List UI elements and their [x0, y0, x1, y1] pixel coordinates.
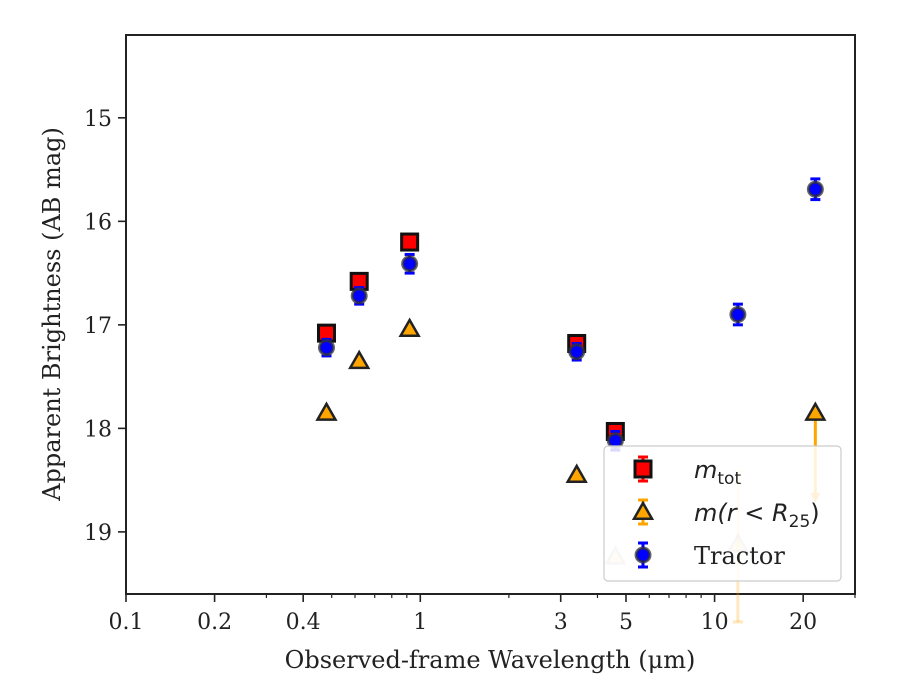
legend-marker: [631, 500, 655, 520]
series-2: [317, 177, 824, 452]
circle-marker: [350, 287, 368, 305]
legend: mtot m(r < R25) Tractor: [603, 445, 842, 582]
legend-frame: [603, 445, 842, 582]
legend-label: m(r < R25): [694, 499, 820, 532]
y-tick-label: 19: [84, 521, 112, 546]
legend-label: Tractor: [694, 542, 785, 570]
x-tick-label: 5: [619, 610, 633, 635]
circle-marker: [401, 255, 419, 273]
x-tick-label: 1: [413, 610, 427, 635]
triangle-marker: [348, 349, 371, 370]
square-marker: [400, 232, 420, 252]
x-tick-label: 10: [701, 610, 729, 635]
x-tick-label: 0.2: [197, 610, 232, 635]
circle-marker: [729, 306, 747, 323]
triangle-marker: [315, 401, 338, 421]
x-tick-label: 3: [554, 610, 568, 635]
y-tick-label: 18: [84, 417, 112, 442]
triangle-marker: [398, 317, 421, 337]
x-axis-title: Observed-frame Wavelength (μm): [285, 646, 696, 674]
x-tick-label: 0.1: [109, 610, 144, 635]
y-axis-title: Apparent Brightness (AB mag): [38, 127, 66, 502]
y-axis-ticks: 15 16 17 18 19: [84, 107, 126, 546]
legend-marker: [633, 459, 653, 479]
x-tick-label: 0.4: [286, 610, 321, 635]
triangle-marker: [565, 463, 588, 483]
x-axis-ticks: 0.1 0.2 0.4 1 3 5 10 20: [109, 594, 856, 635]
circle-marker: [568, 343, 586, 361]
circle-marker: [806, 180, 824, 198]
y-tick-label: 16: [84, 210, 112, 235]
triangle-marker: [804, 401, 827, 421]
legend-label: mtot: [694, 456, 741, 489]
x-tick-label: 20: [789, 610, 817, 635]
y-tick-label: 17: [84, 314, 112, 339]
circle-marker: [317, 339, 335, 357]
legend-marker: [634, 546, 652, 564]
y-tick-label: 15: [84, 107, 112, 132]
